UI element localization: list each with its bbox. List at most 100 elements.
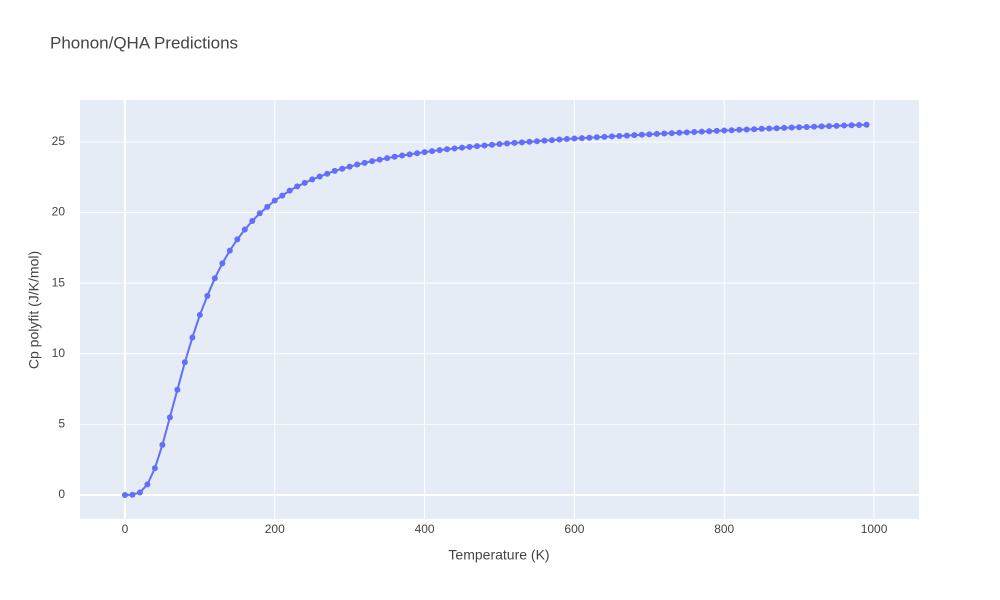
point	[646, 131, 653, 138]
point	[406, 151, 413, 158]
point	[826, 123, 833, 130]
point	[414, 150, 421, 157]
point	[234, 236, 241, 243]
point	[691, 129, 698, 136]
point	[339, 165, 346, 172]
point	[316, 173, 323, 180]
point	[788, 124, 795, 131]
point	[863, 121, 870, 128]
point	[256, 210, 263, 217]
point	[384, 155, 391, 162]
point	[436, 147, 443, 154]
point	[668, 130, 675, 137]
point	[219, 260, 226, 267]
point	[766, 125, 773, 132]
y-tick-label: 5	[58, 417, 65, 431]
point	[578, 135, 585, 142]
point	[286, 187, 293, 194]
point	[526, 138, 533, 145]
y-tick-label: 0	[58, 487, 65, 501]
point	[249, 218, 256, 225]
point	[623, 132, 630, 139]
point	[518, 139, 525, 146]
y-tick-label: 20	[52, 205, 66, 219]
point	[309, 176, 316, 183]
point	[166, 414, 173, 421]
point	[226, 247, 233, 254]
point	[264, 203, 271, 210]
point	[174, 386, 181, 393]
point	[676, 129, 683, 136]
y-axis-title: Cp polyfit (J/K/mol)	[26, 251, 42, 369]
point	[533, 138, 540, 145]
point	[144, 481, 151, 488]
point	[698, 128, 705, 135]
point	[376, 156, 383, 163]
point	[631, 132, 638, 139]
point	[721, 127, 728, 134]
point	[279, 192, 286, 199]
point	[196, 311, 203, 318]
point	[346, 163, 353, 170]
point	[159, 441, 166, 448]
point	[324, 170, 331, 177]
x-tick-label: 600	[564, 522, 584, 536]
point	[556, 136, 563, 143]
point	[586, 134, 593, 141]
point	[369, 158, 376, 165]
x-axis-title: Temperature (K)	[448, 547, 549, 563]
x-tick-label: 800	[714, 522, 734, 536]
point	[803, 123, 810, 130]
point	[796, 124, 803, 131]
point	[713, 127, 720, 134]
point	[818, 123, 825, 130]
point	[773, 125, 780, 132]
point	[511, 139, 518, 146]
point	[503, 140, 510, 147]
point	[481, 142, 488, 149]
chart-title: Phonon/QHA Predictions	[50, 33, 238, 52]
point	[593, 134, 600, 141]
point	[616, 133, 623, 140]
point	[204, 292, 211, 299]
plot-area	[80, 100, 919, 519]
point	[728, 127, 735, 134]
point	[399, 152, 406, 159]
point	[136, 489, 143, 496]
point	[241, 226, 248, 233]
point	[856, 121, 863, 128]
point	[459, 144, 466, 151]
point	[571, 135, 578, 142]
point	[601, 133, 608, 140]
point	[354, 161, 361, 168]
point	[751, 126, 758, 133]
y-tick-label: 15	[52, 275, 66, 289]
point	[743, 126, 750, 133]
point	[541, 137, 548, 144]
point	[848, 122, 855, 129]
point	[638, 131, 645, 138]
point	[563, 135, 570, 142]
line	[124, 123, 867, 496]
point	[331, 167, 338, 174]
point	[421, 149, 428, 156]
point	[653, 130, 660, 137]
point	[811, 123, 818, 130]
point	[181, 359, 188, 366]
point	[271, 197, 278, 204]
point	[301, 179, 308, 186]
point	[129, 491, 136, 498]
point	[706, 128, 713, 135]
point	[451, 145, 458, 152]
point	[683, 129, 690, 136]
point	[466, 143, 473, 150]
x-tick-label: 0	[122, 522, 129, 536]
point	[189, 334, 196, 341]
point	[429, 148, 436, 155]
y-tick-label: 10	[52, 346, 66, 360]
point	[444, 146, 451, 153]
y-tick-label: 25	[52, 134, 66, 148]
point	[833, 122, 840, 129]
point	[391, 153, 398, 160]
